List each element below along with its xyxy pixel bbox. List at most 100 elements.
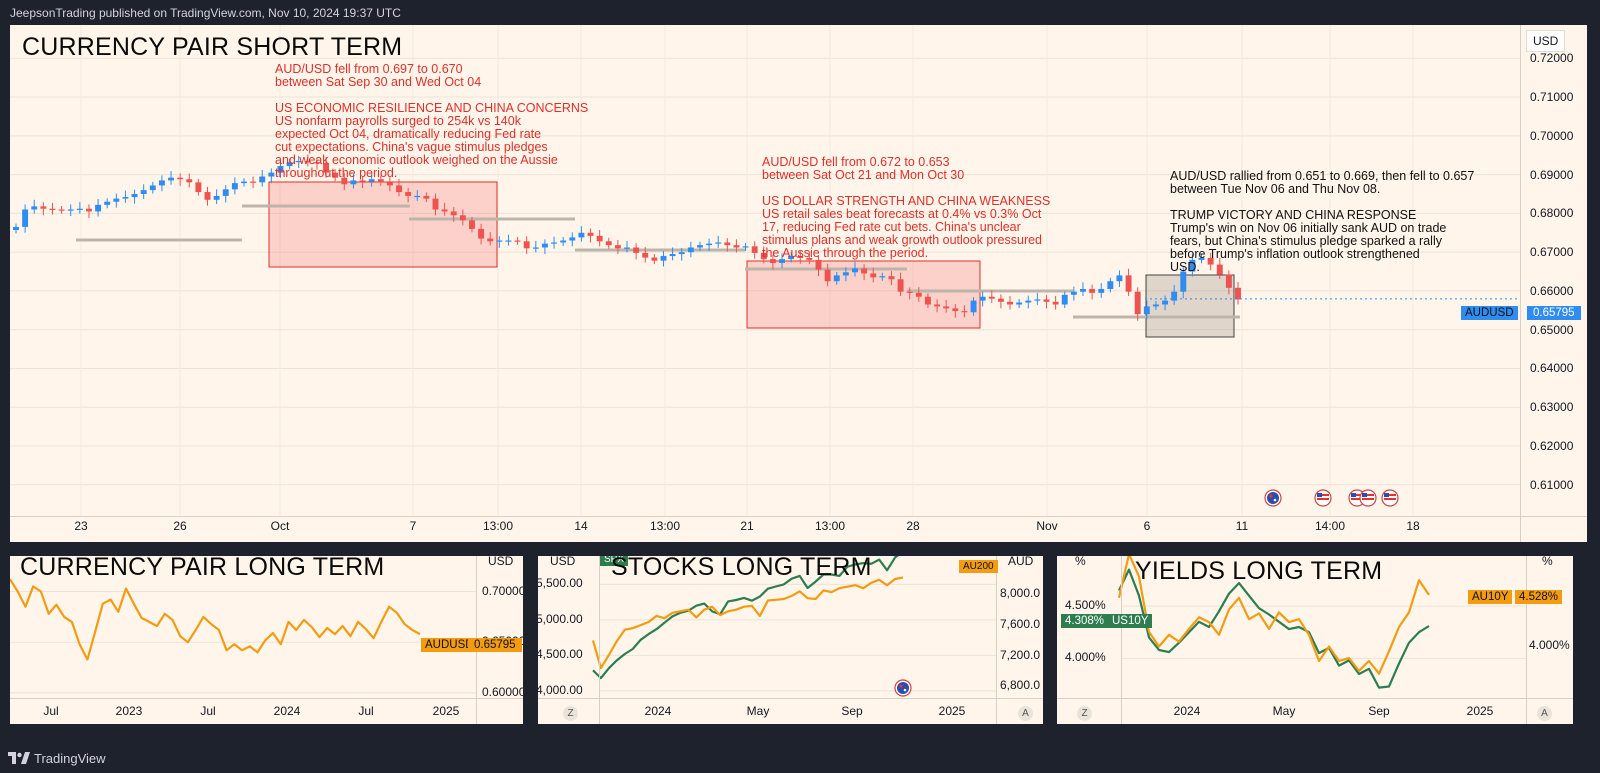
- right-axis-separator: [1526, 556, 1527, 724]
- candle: [1152, 301, 1159, 310]
- currency-label[interactable]: USD: [1526, 30, 1566, 52]
- date-tick: Jul: [358, 704, 374, 718]
- annotation-line: US retail sales beat forecasts at 0.4% v…: [762, 207, 1042, 221]
- candle: [514, 237, 521, 245]
- us-flag-icon: [1381, 489, 1399, 507]
- candle: [405, 187, 412, 203]
- price-tick: 0.70000: [1530, 128, 1574, 143]
- zoom-button[interactable]: Z: [1077, 706, 1092, 721]
- candle: [1189, 254, 1196, 277]
- candle: [897, 272, 904, 296]
- candle: [295, 155, 302, 168]
- candle: [1125, 268, 1132, 296]
- fx-long-panel[interactable]: CURRENCY PAIR LONG TERM USD 0.700000.650…: [10, 556, 523, 724]
- annotation-note: AUD/USD fell from 0.697 to 0.670 between …: [275, 63, 588, 180]
- candle: [742, 242, 749, 251]
- date-tick: 2025: [432, 704, 460, 718]
- candle: [304, 154, 311, 167]
- annotation-line: USD.: [1170, 260, 1200, 274]
- candle: [368, 173, 375, 187]
- candle: [1025, 295, 1032, 309]
- candle: [642, 247, 649, 263]
- candle: [168, 171, 174, 185]
- candle: [669, 247, 676, 261]
- time-axis-separator: [1057, 698, 1573, 699]
- candle: [988, 290, 995, 303]
- date-tick: 23: [74, 519, 88, 533]
- candle: [469, 216, 475, 233]
- candle: [313, 157, 320, 170]
- fx-long-chart-svg[interactable]: [10, 556, 523, 724]
- right-price-tick: 4.000%: [1529, 638, 1570, 653]
- candle: [140, 184, 147, 200]
- date-tick: 14: [574, 519, 588, 533]
- price-tag: 0.65795: [468, 638, 522, 652]
- annotation-line: AUD/USD rallied from 0.651 to 0.669, the…: [1170, 169, 1475, 183]
- annotation-line: Trump's win on Nov 06 initially sank AUD…: [1170, 221, 1447, 235]
- price-tick: 0.69000: [1530, 167, 1574, 182]
- stocks-long-chart-svg[interactable]: [538, 556, 1043, 724]
- candle: [696, 241, 703, 251]
- main-chart-svg[interactable]: [10, 25, 1587, 542]
- date-tick: Sep: [1368, 704, 1390, 718]
- candle: [1098, 283, 1105, 298]
- publisher-attribution: JeepsonTrading published on TradingView.…: [10, 6, 401, 20]
- time-axis-separator: [538, 698, 1043, 699]
- candle: [222, 185, 229, 203]
- au10y-line: [1117, 556, 1430, 675]
- candle: [523, 236, 530, 255]
- candle: [505, 234, 512, 246]
- left-price-tick: 5,000.00: [538, 611, 583, 626]
- price-tick: 0.71000: [1530, 90, 1574, 105]
- spx-badge: SPX: [600, 556, 629, 566]
- price-tick: 0.65000: [1530, 322, 1574, 337]
- candle: [614, 240, 621, 255]
- candle: [459, 209, 466, 226]
- candle: [359, 176, 366, 189]
- yields-long-panel[interactable]: % % YIELDS LONG TERM 4.500% 4.000% 4.000%…: [1057, 556, 1573, 724]
- candle: [1198, 254, 1205, 264]
- candle: [341, 172, 348, 191]
- au-flag-icon: [894, 679, 912, 697]
- candle: [788, 252, 795, 263]
- zoom-button[interactable]: Z: [563, 706, 578, 721]
- candle: [624, 240, 630, 253]
- annotation-line: US DOLLAR STRENGTH AND CHINA WEAKNESS: [762, 194, 1051, 208]
- brand-name: TradingView: [34, 750, 106, 766]
- date-tick: 7: [409, 519, 417, 533]
- candle: [797, 250, 804, 264]
- stocks-long-panel[interactable]: USD AUD SPX STOCKS LONG TERM 5,500.00 5,0…: [538, 556, 1043, 724]
- right-currency-label: %: [1542, 556, 1553, 568]
- left-axis-separator: [599, 556, 600, 724]
- candle: [250, 176, 257, 189]
- annotation-line: expected Oct 04, dramatically reducing F…: [275, 127, 542, 141]
- candle: [487, 231, 494, 246]
- price-tag: 4.308%: [1061, 614, 1109, 628]
- yields-long-chart-svg[interactable]: [1057, 556, 1573, 724]
- annotation-line: before Trump's inflation outlook strengt…: [1170, 247, 1420, 261]
- date-tick: 21: [740, 519, 754, 533]
- candle: [478, 223, 485, 245]
- date-tick: 28: [906, 519, 920, 533]
- candle: [268, 168, 275, 184]
- candle: [1162, 295, 1169, 311]
- candle: [1061, 291, 1068, 308]
- left-axis-separator: [1121, 556, 1122, 724]
- date-tick: 6: [1143, 519, 1151, 533]
- price-tick: 0.60000: [482, 684, 523, 699]
- candle: [432, 193, 439, 216]
- auto-scale-button[interactable]: A: [1018, 706, 1033, 721]
- right-price-tick: 7,600.0: [1000, 617, 1041, 632]
- candle: [1034, 292, 1041, 305]
- main-chart-panel[interactable]: CURRENCY PAIR SHORT TERM USD 0.72000 0.71…: [10, 25, 1587, 542]
- candle: [660, 250, 667, 267]
- candle: [414, 190, 421, 201]
- candle: [578, 226, 585, 242]
- auto-scale-button[interactable]: A: [1537, 706, 1552, 721]
- date-tick: 26: [173, 519, 187, 533]
- annotation-line: US ECONOMIC RESILIENCE AND CHINA CONCERN…: [275, 101, 589, 115]
- candle: [277, 160, 284, 178]
- tradingview-brand[interactable]: TradingView: [8, 748, 106, 768]
- candle: [633, 243, 640, 260]
- candle: [213, 189, 220, 205]
